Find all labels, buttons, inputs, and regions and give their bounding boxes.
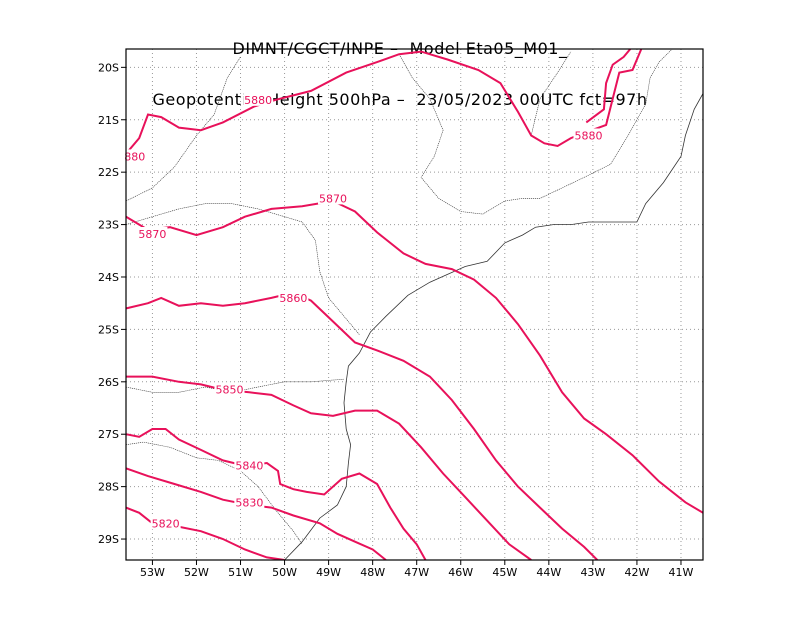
- state-border: [126, 378, 345, 393]
- contour-5870: [126, 199, 703, 514]
- contour-5880-east: [585, 49, 632, 124]
- state-border: [126, 56, 241, 202]
- contour-label: 5880: [244, 94, 272, 107]
- lon-tick-label: 45W: [492, 566, 517, 579]
- state-border: [398, 49, 673, 215]
- contour-label: 5870: [319, 192, 347, 205]
- coastline: [284, 93, 703, 560]
- lon-tick-label: 44W: [536, 566, 561, 579]
- lon-tick-label: 43W: [580, 566, 605, 579]
- lon-tick-label: 47W: [404, 566, 429, 579]
- contour-5830: [126, 467, 387, 560]
- contour-label-bg: [123, 149, 147, 163]
- contour-label: 5880: [574, 129, 602, 142]
- geopotential-contours: [126, 49, 703, 560]
- contour-label-bg: [214, 382, 245, 396]
- lat-tick-label: 28S: [98, 481, 119, 494]
- contour-label: 5840: [235, 460, 263, 473]
- lat-tick-label: 29S: [98, 533, 119, 546]
- state-border: [126, 203, 360, 335]
- lon-tick-label: 49W: [316, 566, 341, 579]
- title-line-2: Geopotential Height 500hPa – 23/05/2023 …: [152, 90, 648, 109]
- contour-label-bg: [234, 495, 265, 509]
- contour-5860: [126, 291, 599, 560]
- contour-label-bg: [243, 92, 274, 106]
- contour-label-bg: [150, 516, 181, 530]
- lat-tick-label: 23S: [98, 219, 119, 232]
- lon-tick-label: 53W: [140, 566, 165, 579]
- lat-tick-label: 24S: [98, 271, 119, 284]
- lat-tick-label: 25S: [98, 323, 119, 336]
- state-borders: [126, 49, 673, 545]
- contour-label: 5830: [235, 496, 263, 509]
- contour-label-bg: [234, 458, 265, 472]
- contour-5850: [126, 375, 532, 560]
- contour-5820: [126, 506, 285, 560]
- contour-label: 5870: [138, 228, 166, 241]
- contour-labels: 5880 880 5880 5870 5870 5860 5850 5840 5830 5820: [123, 92, 604, 530]
- chart-title: DIMNT/CGCT/INPE – Model Eta05_M01_ Geopo…: [0, 6, 800, 125]
- contour-label: 880: [124, 150, 145, 163]
- lon-tick-label: 41W: [669, 566, 694, 579]
- lat-tick-label: 22S: [98, 166, 119, 179]
- lat-tick-label: 27S: [98, 428, 119, 441]
- lat-tick-label: 20S: [98, 61, 119, 74]
- state-border: [530, 51, 572, 136]
- contour-label-bg: [573, 128, 604, 142]
- lon-tick-label: 42W: [624, 566, 649, 579]
- lon-tick-label: 52W: [184, 566, 209, 579]
- lat-tick-label: 21S: [98, 114, 119, 127]
- lon-tick-label: 50W: [272, 566, 297, 579]
- contour-label: 5860: [279, 292, 307, 305]
- state-border: [126, 441, 303, 545]
- lon-tick-label: 46W: [448, 566, 473, 579]
- lat-tick-label: 26S: [98, 376, 119, 389]
- contour-5880-west: [126, 49, 643, 155]
- contour-label-bg: [318, 191, 349, 205]
- lon-tick-label: 51W: [228, 566, 253, 579]
- latitude-axis: 20S 21S 22S 23S 24S 25S 26S 27S 28S 29S: [98, 61, 126, 546]
- contour-5840: [126, 428, 427, 560]
- contour-label: 5820: [152, 517, 180, 530]
- coastline-segment: [284, 93, 703, 560]
- contour-label-bg: [278, 290, 309, 304]
- contour-label: 5850: [216, 384, 244, 397]
- longitude-axis: 53W 52W 51W 50W 49W 48W 47W 46W 45W 44W 43W 42W 41W: [140, 560, 694, 579]
- plot-frame: [125, 48, 704, 561]
- contour-label-bg: [137, 227, 168, 241]
- lon-tick-label: 48W: [360, 566, 385, 579]
